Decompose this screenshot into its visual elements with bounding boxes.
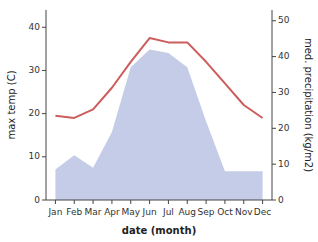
x-tick-label: Jan <box>47 207 62 217</box>
y-tick-label: 20 <box>29 108 41 118</box>
x-tick-label: Feb <box>66 207 82 217</box>
x-tick-label: Oct <box>217 207 233 217</box>
y-tick-label: 40 <box>29 22 41 32</box>
x-tick-label: Mar <box>85 207 102 217</box>
x-tick <box>243 200 244 204</box>
y2-tick-label: 0 <box>278 195 284 205</box>
x-tick-label: Aug <box>178 207 196 217</box>
x-tick <box>93 200 94 204</box>
y2-tick-label: 40 <box>278 51 290 61</box>
chart: 0 10 20 30 40 0 10 20 30 40 50 Jan FebMarAprMayJun Ju… <box>0 0 318 242</box>
y-tick <box>42 200 46 201</box>
temperature-line <box>55 38 262 118</box>
y-tick <box>42 70 46 71</box>
y2-tick <box>272 20 276 21</box>
y2-axis-label: med. precipitation (kg/m2) <box>303 38 314 172</box>
chart-container: 0 10 20 30 40 0 10 20 30 40 50 Jan FebMarAprMayJun Ju… <box>0 0 318 242</box>
x-tick-label: May <box>121 207 140 217</box>
y2-tick <box>272 56 276 57</box>
y-tick-label: 30 <box>29 65 41 75</box>
x-tick <box>262 200 263 204</box>
y-tick <box>42 27 46 28</box>
x-tick <box>74 200 75 204</box>
x-tick-label: Jul <box>162 207 174 217</box>
y-axis-line <box>46 10 47 200</box>
x-tick-label: Jun <box>142 207 157 217</box>
x-tick-label: Nov <box>235 207 253 217</box>
x-tick <box>187 200 188 204</box>
y2-tick-label: 50 <box>278 15 290 25</box>
precipitation-area <box>55 49 262 200</box>
y2-axis-line <box>272 10 273 200</box>
x-tick-label: Dec <box>254 207 271 217</box>
x-tick-label: Apr <box>104 207 120 217</box>
x-axis-label: date (month) <box>122 225 196 236</box>
y2-tick-label: 10 <box>278 159 290 169</box>
x-tick <box>206 200 207 204</box>
plot-data <box>55 38 262 200</box>
y2-tick-label: 20 <box>278 123 290 133</box>
y2-tick <box>272 92 276 93</box>
y2-tick <box>272 164 276 165</box>
y2-tick-label: 30 <box>278 87 290 97</box>
y-tick <box>42 113 46 114</box>
y-tick <box>42 156 46 157</box>
x-tick <box>55 200 56 204</box>
x-axis-line <box>46 200 272 201</box>
x-tick <box>168 200 169 204</box>
x-tick-label: Sep <box>198 207 215 217</box>
y2-tick <box>272 200 276 201</box>
x-tick <box>149 200 150 204</box>
x-tick <box>111 200 112 204</box>
y-tick-label: 0 <box>34 195 40 205</box>
x-tick <box>224 200 225 204</box>
y-axis-label: max temp (C) <box>6 70 17 139</box>
y2-tick <box>272 128 276 129</box>
axes: 0 10 20 30 40 0 10 20 30 40 50 Jan FebMarAprMayJun Ju… <box>29 10 290 217</box>
y-tick-label: 10 <box>29 151 41 161</box>
x-tick <box>130 200 131 204</box>
